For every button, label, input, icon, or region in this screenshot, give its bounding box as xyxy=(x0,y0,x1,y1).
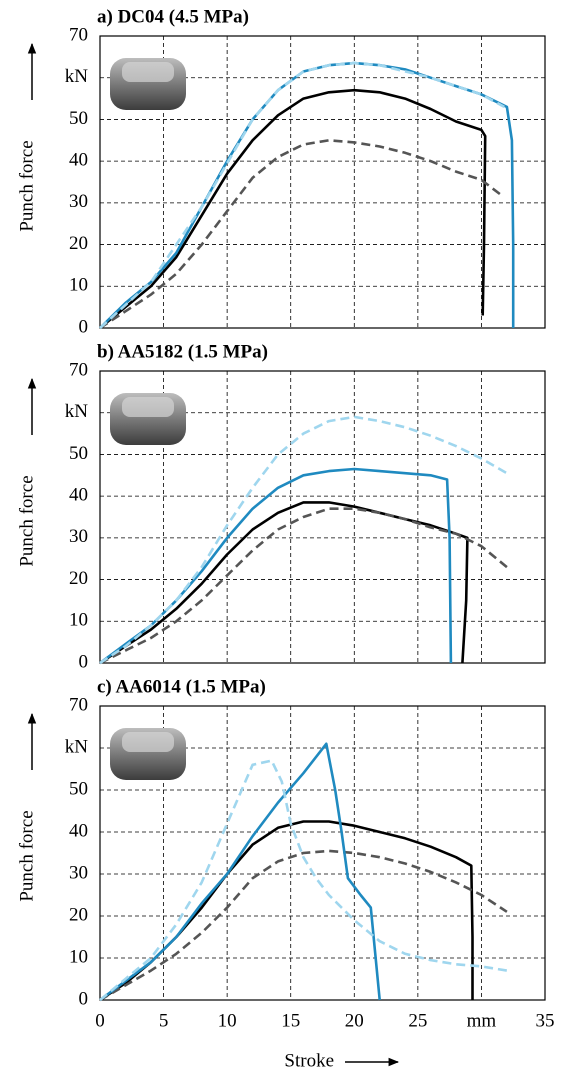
y-tick-label: 50 xyxy=(69,443,88,464)
y-tick-label: kN xyxy=(65,736,89,757)
y-tick-label: kN xyxy=(65,401,89,422)
series-line xyxy=(99,88,487,330)
part-icon-top xyxy=(122,397,174,417)
panel-title: b) AA5182 (1.5 MPa) xyxy=(97,341,268,362)
plot-frame xyxy=(99,35,546,329)
y-tick-label: 70 xyxy=(69,24,88,45)
series-line xyxy=(99,139,502,330)
part-icon-top xyxy=(122,62,174,82)
x-tick-label: mm xyxy=(467,1010,497,1031)
y-tick-label: 70 xyxy=(69,359,88,380)
y-tick-label: 40 xyxy=(69,820,88,841)
y-tick-label: 0 xyxy=(79,651,89,672)
x-tick-label: 25 xyxy=(408,1010,427,1031)
series-line xyxy=(99,61,505,329)
y-tick-label: 10 xyxy=(69,275,88,296)
y-tick-label: 10 xyxy=(69,946,88,967)
y-axis-label: Punch force xyxy=(16,810,37,901)
y-tick-label: kN xyxy=(65,66,89,87)
y-axis-label: Punch force xyxy=(16,140,37,231)
part-icon-top xyxy=(122,732,174,752)
y-tick-label: 50 xyxy=(69,108,88,129)
panel-title: a) DC04 (4.5 MPa) xyxy=(97,6,249,27)
y-tick-label: 70 xyxy=(69,694,88,715)
series-line xyxy=(99,759,508,1002)
y-tick-label: 40 xyxy=(69,150,88,171)
series-line xyxy=(99,507,508,665)
y-tick-label: 30 xyxy=(69,191,88,212)
x-axis-label: Stroke xyxy=(284,1050,334,1071)
y-tick-label: 20 xyxy=(69,233,88,254)
series-line xyxy=(99,820,474,1002)
x-tick-label: 0 xyxy=(95,1010,105,1031)
series-line xyxy=(99,415,508,665)
plot-frame xyxy=(99,370,546,664)
y-tick-label: 10 xyxy=(69,610,88,631)
y-tick-label: 40 xyxy=(69,485,88,506)
y-tick-label: 0 xyxy=(79,988,89,1009)
series-line xyxy=(99,467,453,665)
plot-frame xyxy=(99,705,546,1001)
series-line xyxy=(99,742,381,1002)
y-tick-label: 30 xyxy=(69,862,88,883)
x-tick-label: 10 xyxy=(218,1010,237,1031)
y-tick-label: 50 xyxy=(69,778,88,799)
panel-title: c) AA6014 (1.5 MPa) xyxy=(97,676,266,697)
series-line xyxy=(99,849,508,1002)
x-tick-label: 15 xyxy=(281,1010,300,1031)
y-tick-label: 20 xyxy=(69,904,88,925)
y-tick-label: 30 xyxy=(69,526,88,547)
x-tick-label: 35 xyxy=(536,1010,555,1031)
y-tick-label: 20 xyxy=(69,568,88,589)
x-tick-label: 5 xyxy=(159,1010,169,1031)
y-tick-label: 0 xyxy=(79,316,89,337)
y-axis-label: Punch force xyxy=(16,475,37,566)
x-tick-label: 20 xyxy=(345,1010,364,1031)
